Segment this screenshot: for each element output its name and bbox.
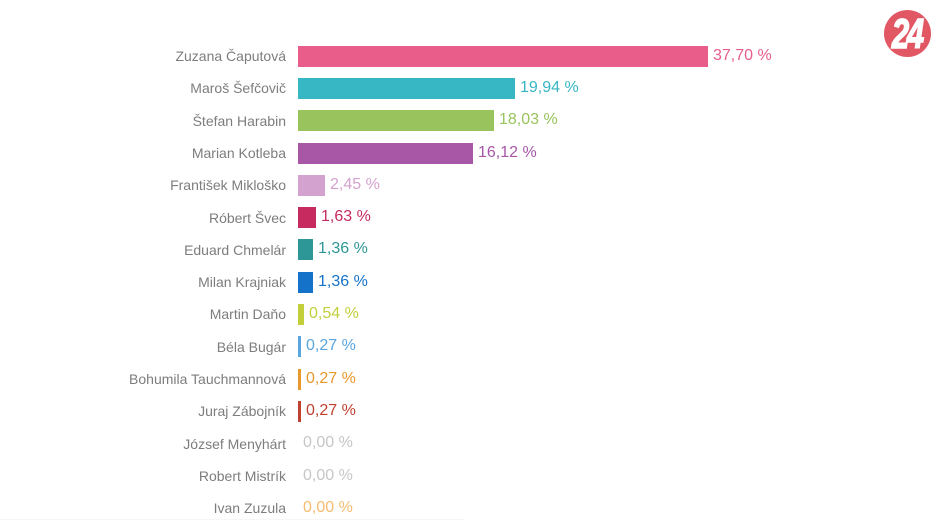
svg-text:24: 24 <box>891 10 924 57</box>
